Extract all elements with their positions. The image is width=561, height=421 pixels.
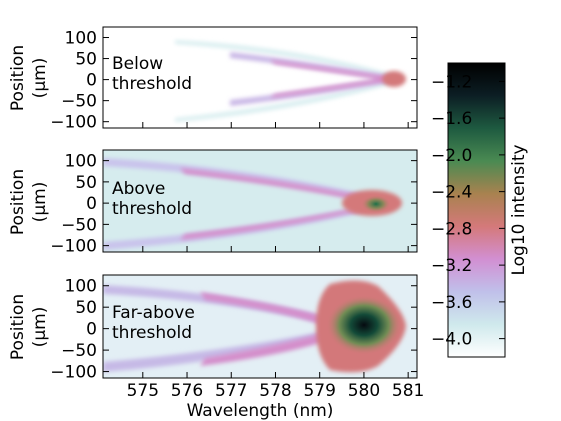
y-tick-label: 0 — [86, 71, 97, 91]
annotation-line2: threshold — [112, 323, 192, 343]
y-axis-label-line1: Position — [8, 169, 28, 235]
panel-frame — [102, 26, 418, 129]
y-tick-label: 50 — [75, 50, 97, 70]
colorbar-tick-label: −4.0 — [431, 330, 472, 350]
colorbar-tick-label: −2.8 — [431, 219, 472, 239]
x-tick-label: 578 — [259, 381, 291, 401]
y-axis-label-line2: (μm) — [30, 58, 50, 99]
y-axis-label-line2: (μm) — [30, 182, 50, 223]
y-tick-label: 50 — [75, 298, 97, 318]
y-tick-label: 0 — [86, 194, 97, 214]
annotation-line1: Far-above — [112, 303, 195, 323]
y-axis-label-line1: Position — [8, 45, 28, 111]
annotation-line1: Below — [112, 54, 163, 74]
y-tick-label: 100 — [65, 29, 97, 49]
colorbar-label: Log10 intensity — [509, 144, 529, 275]
colorbar-tick-label: −2.0 — [431, 146, 472, 166]
colorbar-bar — [447, 62, 506, 358]
annotation-line1: Above — [112, 179, 165, 199]
y-tick-label: −100 — [50, 113, 97, 133]
panel-frame — [102, 149, 418, 253]
y-tick-label: −100 — [50, 237, 97, 257]
y-tick-label: −50 — [61, 215, 97, 235]
x-tick-label: 577 — [215, 381, 247, 401]
y-tick-label: 100 — [65, 152, 97, 172]
heatmap-far-above-threshold — [103, 275, 417, 378]
colorbar-tick-label: −2.4 — [431, 183, 472, 203]
x-tick-label: 579 — [303, 381, 335, 401]
annotation-line2: threshold — [112, 74, 192, 94]
annotation-line2: threshold — [112, 199, 192, 219]
y-axis-label-line2: (μm) — [30, 307, 50, 348]
y-tick-label: 50 — [75, 173, 97, 193]
x-axis: 575 576 577 578 579 580 581 — [127, 122, 424, 401]
y-tick-label: −50 — [61, 92, 97, 112]
y-tick-label: −50 — [61, 341, 97, 361]
heatmap-above-threshold — [103, 158, 402, 250]
panel-frame — [102, 274, 418, 379]
colorbar-tick-label: −1.6 — [431, 109, 472, 129]
colorbar: −1.2 −1.6 −2.0 −2.4 −2.8 −3.2 −3.6 −4.0 Log10 i… — [431, 62, 529, 358]
heatmap-below-threshold — [175, 40, 406, 122]
y-tick-label: 100 — [65, 277, 97, 297]
colorbar-tick-label: −3.6 — [431, 293, 472, 313]
y-tick-label: 0 — [86, 320, 97, 340]
x-tick-label: 581 — [392, 381, 424, 401]
colorbar-tick-label: −3.2 — [431, 256, 472, 276]
y-axis-label-line1: Position — [8, 294, 28, 360]
x-tick-label: 580 — [348, 381, 380, 401]
y-tick-label: −100 — [50, 363, 97, 383]
x-tick-label: 575 — [127, 381, 159, 401]
colorbar-tick-label: −1.2 — [431, 72, 472, 92]
x-axis-label: Wavelength (nm) — [187, 401, 334, 421]
colorbar-ticks: −1.2 −1.6 −2.0 −2.4 −2.8 −3.2 −3.6 −4.0 — [431, 72, 505, 350]
x-tick-label: 576 — [171, 381, 203, 401]
